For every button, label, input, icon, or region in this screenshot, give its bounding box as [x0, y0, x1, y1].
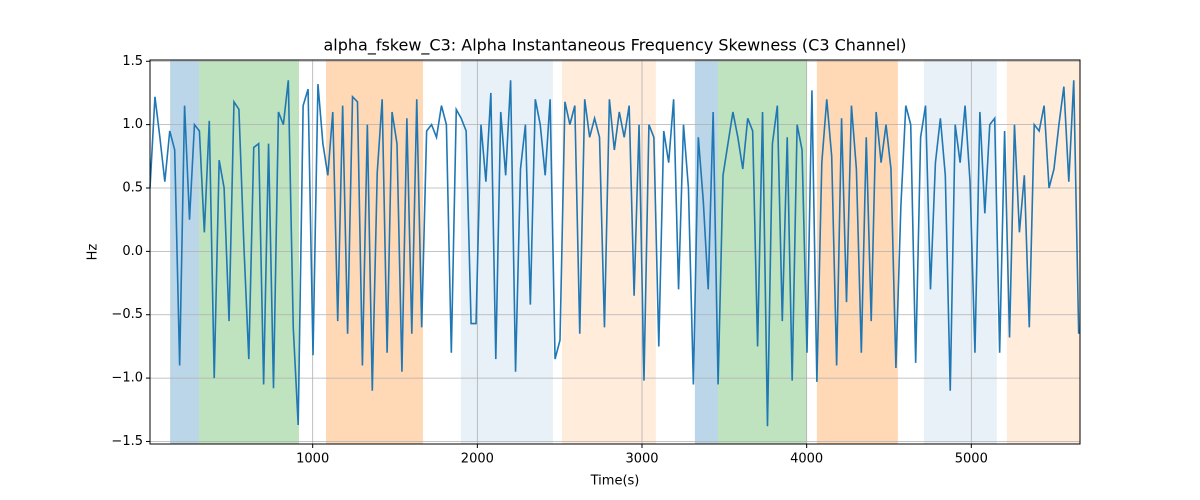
data-line — [149, 80, 1080, 427]
y-tick-label: 0.5 — [122, 181, 143, 196]
plot-frame — [149, 59, 1081, 445]
x-tick-label: 5000 — [955, 452, 988, 467]
shaded-region — [326, 60, 424, 444]
y-tick-label: −0.5 — [111, 307, 143, 322]
y-tick-label: 0.0 — [122, 244, 143, 259]
x-tick-label: 3000 — [625, 452, 658, 467]
shaded-region — [923, 60, 997, 444]
shaded-region — [460, 60, 553, 444]
shaded-region — [1006, 60, 1080, 444]
y-tick-label: 1.0 — [122, 117, 143, 132]
y-tick-label: 1.5 — [122, 54, 143, 69]
x-tick-label: 2000 — [461, 452, 494, 467]
y-tick-label: −1.5 — [111, 434, 143, 449]
chart-title: alpha_fskew_C3: Alpha Instantaneous Freq… — [323, 36, 906, 56]
x-axis-label: Time(s) — [590, 474, 640, 489]
shaded-region — [816, 60, 898, 444]
y-tick-label: −1.0 — [111, 371, 143, 386]
x-tick-label: 1000 — [296, 452, 329, 467]
y-axis-label: Hz — [86, 244, 101, 261]
x-tick-label: 4000 — [790, 452, 823, 467]
